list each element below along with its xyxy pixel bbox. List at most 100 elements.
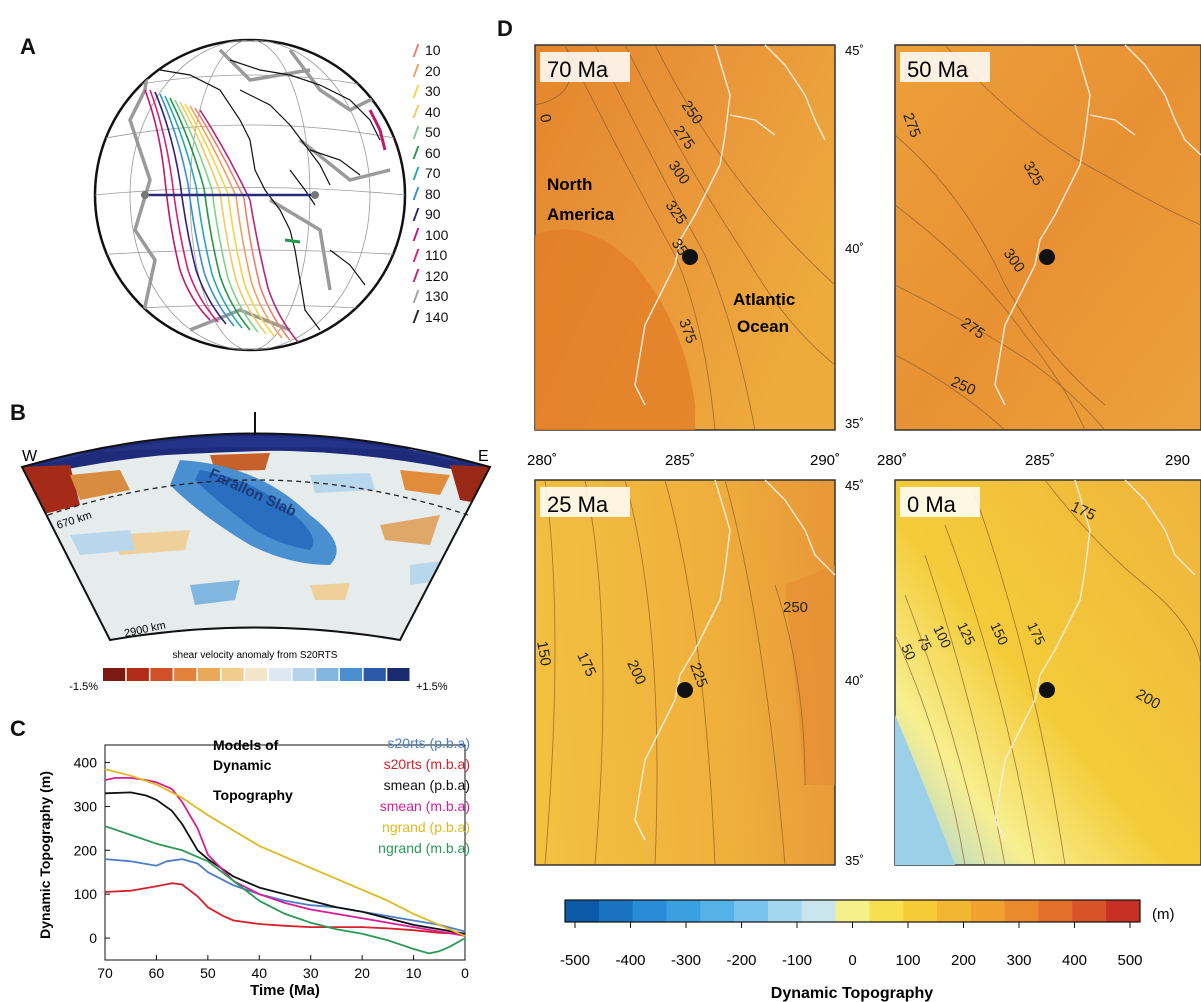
age-legend-item: 20	[412, 61, 475, 82]
age-legend-swatch	[412, 146, 420, 160]
colorbar-tick-label: -500	[560, 952, 590, 969]
age-legend-item: 50	[412, 122, 475, 143]
section-east-label: E	[478, 448, 489, 465]
age-legend-swatch	[412, 269, 420, 283]
legend-entry: smean (m.b.a)	[380, 798, 470, 814]
colorbar-tick-label: 0	[848, 952, 856, 969]
colorbar-tick-label: 300	[1006, 952, 1031, 969]
age-legend-label: 110	[425, 247, 448, 264]
lon-label: 290	[1165, 452, 1190, 469]
colorbar-tick-label: 200	[951, 952, 976, 969]
chart-title-line2: Dynamic	[213, 757, 272, 773]
map-age-label: 50 Ma	[907, 57, 969, 82]
velocity-scale-min: -1.5%	[69, 681, 98, 693]
x-tick-label: 0	[461, 965, 469, 981]
legend-entry: s20rts (m.b.a)	[384, 756, 470, 772]
velocity-scale-swatch	[221, 668, 244, 681]
velocity-scale-swatch	[174, 668, 197, 681]
series-line	[104, 858, 466, 933]
velocity-color-scale	[103, 668, 410, 681]
x-tick-label: 70	[97, 965, 113, 981]
velocity-scale-swatch	[245, 668, 268, 681]
age-legend-swatch	[412, 289, 420, 303]
velocity-scale-swatch	[292, 668, 315, 681]
colorbar-title: Dynamic Topography	[771, 985, 933, 1002]
lat-label: 45˚	[845, 43, 864, 58]
legend-entry: ngrand (m.b.a)	[378, 840, 470, 856]
x-tick-label: 40	[251, 965, 267, 981]
colorbar-swatch	[1072, 900, 1107, 922]
age-legend-swatch	[412, 207, 420, 221]
chart-ylabel: Dynamic Topography (m)	[37, 771, 53, 939]
dynamic-topography-maps: 70 Ma 250 275 300 325 35 375 0 North Ame…	[527, 43, 1201, 868]
age-legend-swatch	[412, 228, 420, 242]
colorbar-unit: (m)	[1152, 906, 1175, 923]
colorbar-swatch	[801, 900, 837, 922]
age-legend-item: 110	[412, 245, 475, 266]
age-legend-label: 140	[425, 308, 449, 325]
age-legend-item: 100	[412, 225, 475, 246]
colorbar-swatch	[869, 900, 904, 922]
lat-label: 40˚	[845, 241, 864, 256]
y-tick-label: 400	[74, 755, 98, 771]
age-legend-label: 20	[425, 62, 441, 79]
lat-label: 35˚	[845, 416, 864, 431]
age-legend-label: 40	[425, 103, 441, 120]
age-legend-swatch	[412, 187, 420, 201]
velocity-scale-swatch	[268, 668, 292, 681]
age-legend-item: 120	[412, 266, 475, 287]
contour-label: 75	[914, 633, 935, 654]
colorbar-tick-label: 400	[1062, 952, 1087, 969]
age-legend-label: 120	[425, 267, 449, 284]
series-line	[104, 825, 466, 955]
lat-label: 35˚	[845, 853, 864, 868]
velocity-scale-swatch	[126, 668, 149, 681]
region-label-atlantic-1: Atlantic	[733, 290, 795, 309]
panel-a-letter: A	[20, 34, 36, 59]
x-tick-label: 50	[200, 965, 216, 981]
globe-map	[93, 38, 407, 352]
series-line	[104, 791, 466, 935]
x-tick-label: 10	[406, 965, 422, 981]
lon-label: 285˚	[1025, 452, 1055, 469]
colorbar-swatch	[666, 900, 701, 922]
contour-label: 50	[898, 642, 919, 663]
velocity-scale-swatch	[363, 668, 386, 681]
age-legend-swatch	[412, 248, 420, 262]
age-legend-item: 40	[412, 102, 475, 123]
age-legend-swatch	[412, 84, 420, 98]
colorbar-swatch	[565, 900, 600, 922]
age-legend-label: 50	[425, 124, 441, 141]
colorbar-tick-label: -200	[726, 952, 756, 969]
lon-label: 285˚	[665, 452, 695, 469]
colorbar-tick-label: -400	[615, 952, 645, 969]
map-age-label: 70 Ma	[547, 57, 609, 82]
colorbar-tick-label: -300	[671, 952, 701, 969]
colorbar-swatch	[700, 900, 735, 922]
age-legend-swatch	[412, 310, 420, 324]
series-line	[104, 882, 466, 935]
plot-frame	[104, 744, 466, 961]
colorbar-swatch	[598, 900, 634, 922]
map-70ma: 70 Ma 250 275 300 325 35 375 0 North Ame…	[534, 44, 836, 431]
lon-label: 280˚	[527, 452, 557, 469]
age-legend-label: 100	[425, 226, 449, 243]
velocity-scale-swatch	[387, 668, 410, 681]
y-tick-label: 300	[74, 798, 98, 814]
colorbar-swatch	[1038, 900, 1073, 922]
colorbar-tick-label: -100	[782, 952, 812, 969]
velocity-scale-swatch	[339, 668, 363, 681]
colorbar-swatch	[632, 900, 667, 922]
age-legend-label: 90	[425, 206, 441, 223]
map-age-label: 0 Ma	[907, 492, 957, 517]
map-age-label: 25 Ma	[547, 492, 609, 517]
colorbar-swatch	[835, 900, 870, 922]
panel-d-letter: D	[497, 16, 513, 41]
section-west-label: W	[22, 448, 38, 465]
age-legend-swatch	[412, 105, 420, 119]
contour-label: 250	[783, 599, 808, 616]
legend-entry: smean (p.b.a)	[384, 777, 470, 793]
map-25ma: 25 Ma 150 175 200 225 250	[533, 479, 836, 866]
age-legend-item: 30	[412, 81, 475, 102]
age-legend-label: 60	[425, 144, 441, 161]
